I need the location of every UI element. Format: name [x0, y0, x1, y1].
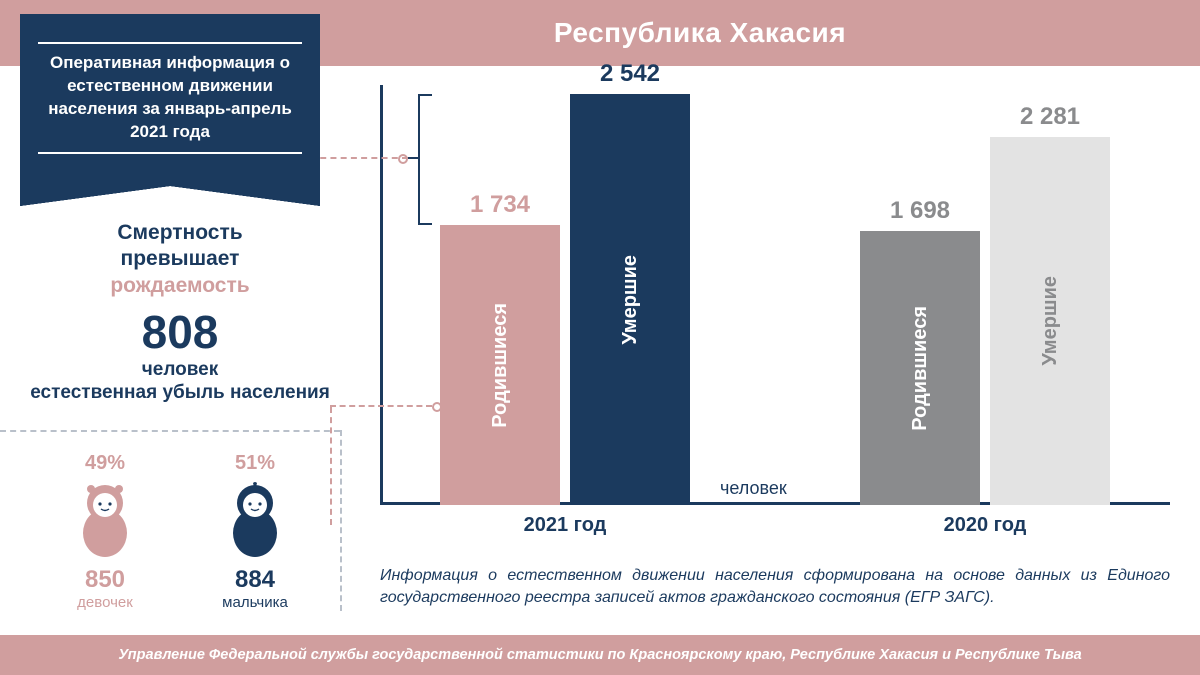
bar-value-label: 2 542 [570, 60, 690, 88]
callout-dash-top [310, 157, 408, 159]
bar-series-label: Родившиеся [909, 306, 932, 431]
footer-text: Управление Федеральной службы государств… [118, 647, 1081, 663]
region-title: Республика Хакасия [554, 17, 846, 49]
births-breakdown: 49% 850 девочек 51% [20, 430, 340, 611]
mortality-word-1: Смертность [117, 221, 242, 244]
natural-loss-number: 808 [20, 305, 340, 359]
mortality-word-2: превышает [121, 247, 240, 270]
natural-loss-unit: человек [20, 359, 340, 382]
bar: Родившиеся1 734 [440, 225, 560, 505]
callout-dash-births-v [330, 407, 332, 525]
people-unit-label: человек [720, 478, 787, 499]
bar: Умершие2 542 [570, 94, 690, 505]
boys-block: 51% 884 мальчика [200, 452, 310, 611]
callout-circle-top [398, 154, 408, 164]
boys-count: 884 [200, 566, 310, 594]
group-label: 2020 год [860, 505, 1110, 545]
baby-girl-icon [50, 479, 160, 562]
bar-value-label: 2 281 [990, 103, 1110, 131]
boys-label: мальчика [200, 594, 310, 611]
bar-series-label: Умершие [619, 255, 642, 345]
bar-value-label: 1 734 [440, 191, 560, 219]
bar: Умершие2 281 [990, 137, 1110, 505]
mortality-word-3: рождаемость [110, 274, 249, 297]
natural-loss-caption: естественная убыль населения [20, 382, 340, 405]
bar-chart: Родившиеся1 734Умершие2 5422021 годРодив… [380, 85, 1170, 545]
girls-label: девочек [50, 594, 160, 611]
footer-bar: Управление Федеральной службы государств… [0, 635, 1200, 675]
bar-series-label: Родившиеся [489, 303, 512, 428]
info-banner: Оперативная информация о естественном дв… [20, 14, 320, 186]
boys-percent: 51% [200, 452, 310, 475]
callout-dash-births-h [330, 405, 432, 407]
girls-percent: 49% [50, 452, 160, 475]
group-label: 2021 год [440, 505, 690, 545]
difference-bracket [418, 94, 432, 225]
bar-value-label: 1 698 [860, 197, 980, 225]
difference-bracket-tick [408, 157, 418, 159]
vertical-dash-divider [340, 430, 342, 611]
y-axis [380, 85, 383, 505]
girls-count: 850 [50, 566, 160, 594]
girls-block: 49% 850 девочек [50, 452, 160, 611]
info-banner-text: Оперативная информация о естественном дв… [38, 52, 302, 144]
data-source-note: Информация о естественном движении насел… [380, 565, 1170, 608]
mortality-statement: Смертность превышает рождаемость [20, 220, 340, 299]
summary-block: Смертность превышает рождаемость 808 чел… [20, 220, 340, 404]
bar-series-label: Умершие [1039, 276, 1062, 366]
baby-boy-icon [200, 479, 310, 562]
bar: Родившиеся1 698 [860, 231, 980, 505]
